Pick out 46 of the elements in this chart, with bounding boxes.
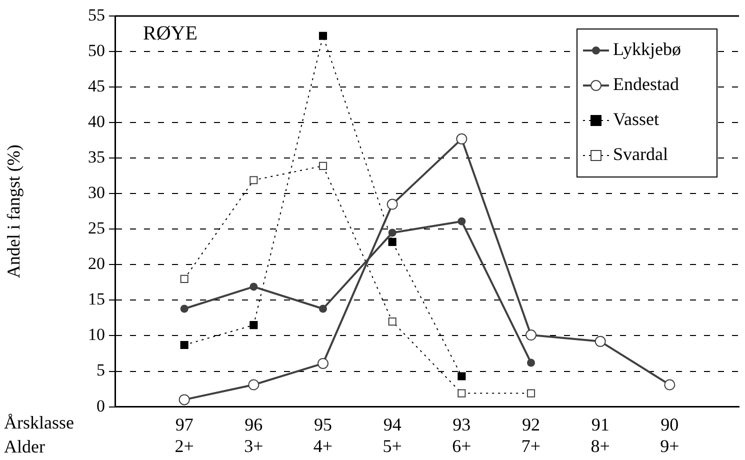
y-tick-label: 50 xyxy=(88,40,105,60)
point xyxy=(248,379,260,390)
point xyxy=(319,304,327,313)
x-tick-label: 92 7+ xyxy=(521,414,541,456)
y-tick-label: 0 xyxy=(96,396,105,416)
point xyxy=(388,228,396,237)
y-axis-title: Andel i fangst (%) xyxy=(4,144,24,278)
point xyxy=(318,358,328,369)
point xyxy=(250,282,258,291)
y-tick-label: 30 xyxy=(88,183,105,202)
x-tick-label: 94 5+ xyxy=(382,414,402,456)
y-tick-label: 35 xyxy=(88,148,105,167)
point xyxy=(594,336,606,347)
y-tick-label: 5 xyxy=(96,360,105,380)
x-axis-title: Årsklasse Alder xyxy=(4,412,74,457)
point xyxy=(456,133,468,144)
point xyxy=(250,321,258,330)
point xyxy=(458,217,466,226)
x-tick-label: 90 9+ xyxy=(660,414,680,456)
point xyxy=(178,394,190,406)
point xyxy=(386,198,398,210)
point xyxy=(318,32,328,40)
y-tick-label: 40 xyxy=(88,112,105,132)
y-tick-label: 15 xyxy=(88,290,105,309)
chart-title: RØYE xyxy=(143,22,198,44)
point xyxy=(526,330,536,341)
x-tick-label: 96 3+ xyxy=(244,414,264,456)
y-tick-label: 55 xyxy=(88,5,105,24)
legend-label: Lykkjebø xyxy=(613,39,681,60)
y-tick-label: 20 xyxy=(88,254,105,274)
y-tick-label: 10 xyxy=(88,325,105,344)
x-tick-label: 91 8+ xyxy=(590,414,610,456)
x-tick-label: 93 6+ xyxy=(452,414,472,456)
point xyxy=(458,372,466,380)
legend-label: Endestad xyxy=(613,74,679,94)
point xyxy=(388,238,396,246)
x-tick-label: 95 4+ xyxy=(313,414,333,456)
legend-label: Vasset xyxy=(613,109,659,130)
point xyxy=(664,379,676,390)
y-tick-label: 25 xyxy=(88,218,105,238)
point xyxy=(180,304,188,313)
legend-label: Svardal xyxy=(613,144,668,164)
point xyxy=(527,358,535,367)
x-tick-label: 97 2+ xyxy=(174,414,194,456)
point xyxy=(180,340,188,350)
y-tick-label: 45 xyxy=(88,76,105,96)
